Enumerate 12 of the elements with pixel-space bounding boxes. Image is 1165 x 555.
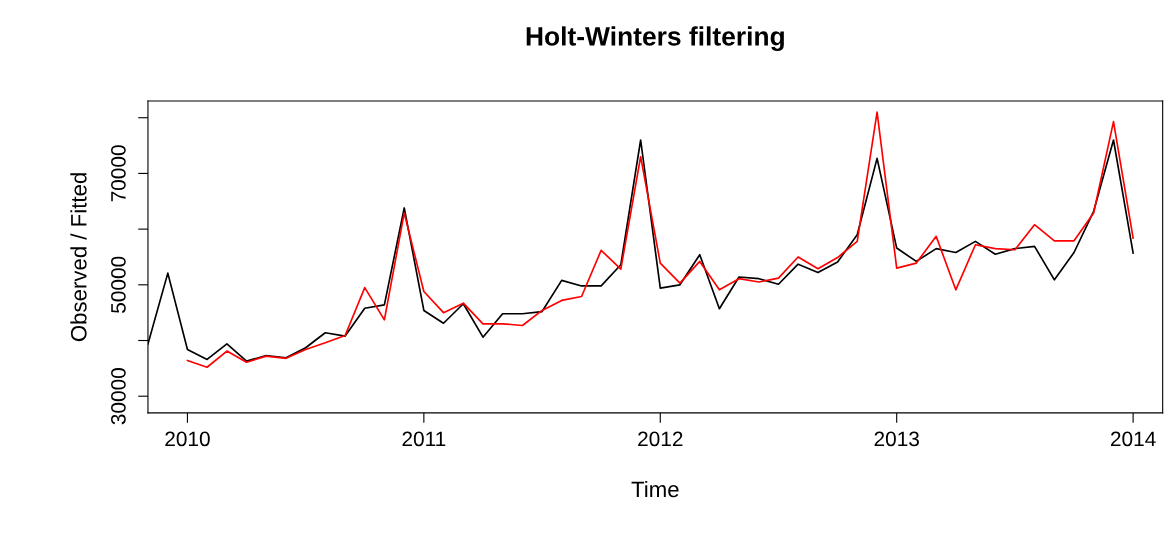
line-series — [186, 111, 1134, 369]
x-tick-label: 2013 — [874, 431, 919, 447]
x-axis-title: Time — [631, 480, 679, 498]
x-tick-label: 2014 — [1111, 431, 1156, 447]
x-tick-label: 2010 — [165, 431, 210, 447]
chart-title: Holt-Winters filtering — [526, 26, 784, 52]
x-tick-label: 2012 — [638, 431, 683, 447]
y-axis-title: Observed / Fitted — [70, 173, 87, 342]
x-tick-label: 2011 — [402, 431, 446, 447]
y-tick-label: 50000 — [111, 256, 126, 313]
y-tick-label: 70000 — [111, 145, 126, 202]
y-tick-label: 30000 — [111, 368, 126, 425]
